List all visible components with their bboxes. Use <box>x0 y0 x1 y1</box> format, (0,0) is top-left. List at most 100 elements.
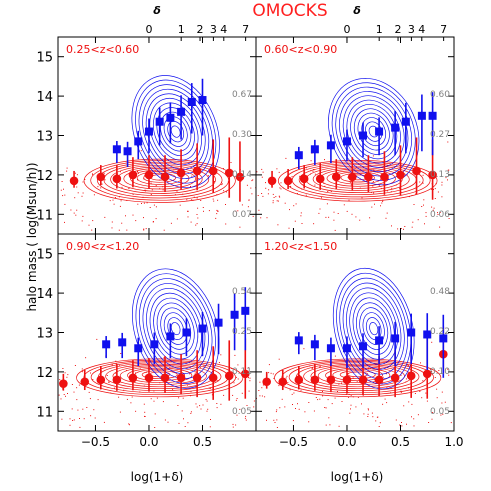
red-dot <box>58 394 60 396</box>
red-dot <box>350 184 352 186</box>
red-dot <box>301 223 303 224</box>
red-dot <box>153 204 155 206</box>
red-dot <box>423 199 425 201</box>
red-dot <box>313 223 315 225</box>
red-point <box>390 373 400 383</box>
blue-point <box>294 336 303 345</box>
red-contour <box>339 370 376 380</box>
red-dot <box>406 423 407 425</box>
red-dot <box>137 172 139 174</box>
red-dot <box>232 394 234 396</box>
red-point <box>144 170 154 180</box>
red-dot <box>281 398 283 400</box>
red-dot <box>92 173 93 175</box>
red-dot <box>371 206 373 208</box>
red-dot <box>167 421 169 423</box>
red-contour <box>141 370 178 380</box>
red-dot <box>314 184 316 186</box>
red-dot <box>76 174 78 176</box>
red-dot <box>111 221 113 223</box>
red-dot <box>293 392 295 394</box>
red-series <box>262 326 448 399</box>
red-dot <box>292 404 293 405</box>
red-dot <box>250 187 252 189</box>
red-dot <box>426 400 428 402</box>
red-dot <box>76 387 78 389</box>
red-dot <box>135 372 137 374</box>
y-tick-label: 13 <box>36 130 53 145</box>
red-dot <box>276 427 278 428</box>
blue-contour <box>335 86 412 177</box>
red-dot <box>258 209 260 211</box>
red-dot <box>64 203 66 205</box>
red-dot <box>119 411 121 413</box>
red-dot <box>215 217 217 219</box>
contour-fraction-label: 0.67 <box>232 90 252 100</box>
red-dot <box>276 409 278 411</box>
red-dot <box>405 378 407 380</box>
red-dot <box>413 425 415 427</box>
red-dot <box>214 181 215 183</box>
red-dot <box>246 405 248 406</box>
red-dot <box>434 198 436 199</box>
red-dot <box>244 417 246 419</box>
red-dot <box>146 202 148 204</box>
blue-point <box>401 117 410 126</box>
red-dot <box>278 171 280 173</box>
red-dot <box>437 214 439 215</box>
blue-point <box>230 310 239 319</box>
red-dot <box>379 422 381 424</box>
red-dot <box>126 398 128 400</box>
red-dot <box>333 219 335 221</box>
red-dot <box>184 426 186 427</box>
red-dot <box>111 227 113 229</box>
redshift-label: 0.90<z<1.20 <box>66 240 139 253</box>
red-dot <box>149 207 151 208</box>
red-series <box>69 137 245 202</box>
red-dot <box>261 387 263 389</box>
red-point <box>176 373 186 383</box>
red-contour <box>123 168 196 190</box>
red-dot <box>70 209 72 211</box>
red-dot <box>235 210 237 212</box>
red-dot <box>195 382 197 384</box>
red-dot <box>67 393 68 394</box>
red-dot <box>251 180 253 182</box>
chart-title: OMOCKS <box>252 1 327 21</box>
red-dot <box>200 200 202 201</box>
blue-point <box>310 145 319 154</box>
red-dot <box>81 220 83 222</box>
red-dot <box>300 215 302 217</box>
red-dot <box>75 214 77 216</box>
y-tick-label: 14 <box>36 90 53 105</box>
blue-contour <box>139 278 213 379</box>
red-dot <box>312 169 314 170</box>
red-contour <box>332 368 383 382</box>
red-dot <box>174 194 176 196</box>
red-contour <box>340 173 375 183</box>
red-dot <box>294 220 296 222</box>
red-dot <box>275 196 277 198</box>
red-dot <box>164 419 166 421</box>
red-point <box>374 375 384 385</box>
red-dot <box>223 190 225 192</box>
red-dot <box>93 194 95 196</box>
red-dot <box>391 225 392 227</box>
red-dot <box>104 179 106 181</box>
red-dot <box>411 403 413 405</box>
blue-point <box>391 334 400 343</box>
red-dot <box>445 177 447 179</box>
x-tick-label: 0.5 <box>391 435 410 449</box>
red-dot <box>74 365 76 366</box>
contour-fraction-label: 0.48 <box>430 287 450 297</box>
red-dot <box>370 367 372 369</box>
red-dot <box>259 395 261 397</box>
red-dot <box>76 186 78 188</box>
red-dot <box>317 399 319 401</box>
red-dot <box>187 210 188 212</box>
red-point <box>348 172 357 182</box>
red-dot <box>397 228 399 230</box>
top-tick-label: 2 <box>197 23 204 36</box>
red-dot <box>419 391 421 392</box>
blue-contour <box>346 287 402 370</box>
